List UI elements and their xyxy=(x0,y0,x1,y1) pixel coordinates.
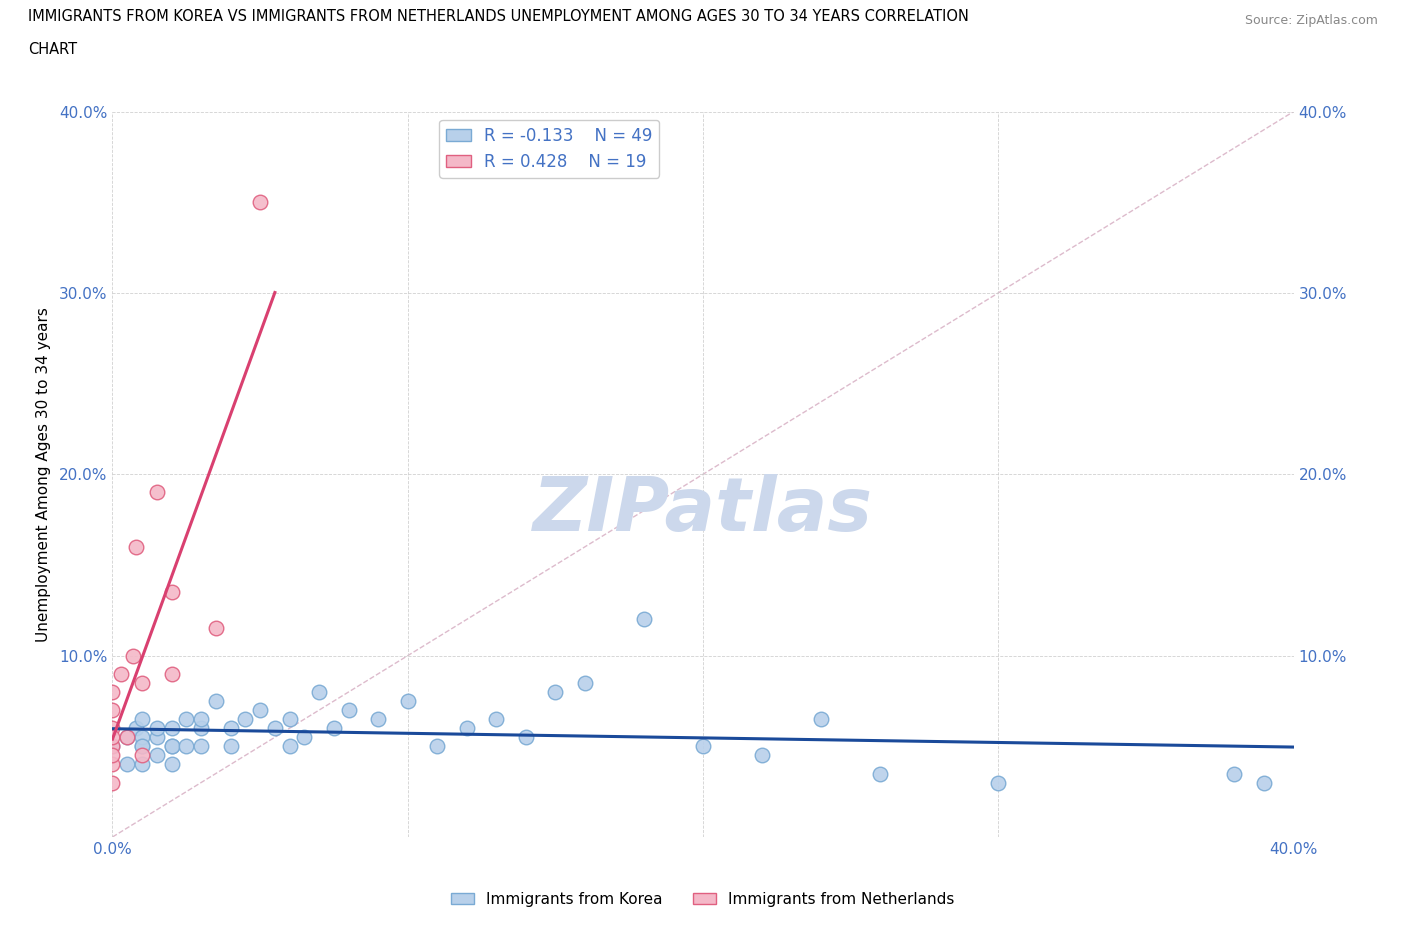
Point xyxy=(278,738,301,753)
Point xyxy=(101,738,124,753)
Point xyxy=(205,621,228,636)
Legend: Immigrants from Korea, Immigrants from Netherlands: Immigrants from Korea, Immigrants from N… xyxy=(446,886,960,913)
Point xyxy=(160,721,183,736)
Point xyxy=(337,703,360,718)
Legend: R = -0.133    N = 49, R = 0.428    N = 19: R = -0.133 N = 49, R = 0.428 N = 19 xyxy=(440,120,659,178)
Point xyxy=(125,539,148,554)
Point xyxy=(205,694,228,709)
Point xyxy=(544,684,567,699)
Point xyxy=(122,648,145,663)
Point xyxy=(633,612,655,627)
Point xyxy=(160,585,183,600)
Point xyxy=(146,730,169,745)
Point xyxy=(869,766,891,781)
Point xyxy=(146,748,169,763)
Point xyxy=(101,757,124,772)
Point xyxy=(101,748,124,763)
Point xyxy=(160,738,183,753)
Point xyxy=(751,748,773,763)
Point xyxy=(110,666,132,681)
Point xyxy=(249,703,271,718)
Point xyxy=(174,738,197,753)
Point xyxy=(1223,766,1246,781)
Point xyxy=(101,776,124,790)
Point xyxy=(219,738,242,753)
Point xyxy=(117,730,138,745)
Point xyxy=(101,684,124,699)
Point xyxy=(174,711,197,726)
Text: CHART: CHART xyxy=(28,42,77,57)
Point xyxy=(323,721,346,736)
Text: Source: ZipAtlas.com: Source: ZipAtlas.com xyxy=(1244,14,1378,27)
Point xyxy=(190,738,212,753)
Point xyxy=(692,738,714,753)
Point xyxy=(117,730,138,745)
Point xyxy=(117,757,138,772)
Text: IMMIGRANTS FROM KOREA VS IMMIGRANTS FROM NETHERLANDS UNEMPLOYMENT AMONG AGES 30 : IMMIGRANTS FROM KOREA VS IMMIGRANTS FROM… xyxy=(28,9,969,24)
Point xyxy=(190,711,212,726)
Point xyxy=(810,711,832,726)
Point xyxy=(146,485,169,500)
Point xyxy=(190,721,212,736)
Point xyxy=(146,721,169,736)
Point xyxy=(131,738,153,753)
Point xyxy=(131,748,153,763)
Point xyxy=(987,776,1010,790)
Point xyxy=(367,711,389,726)
Y-axis label: Unemployment Among Ages 30 to 34 years: Unemployment Among Ages 30 to 34 years xyxy=(35,307,51,642)
Point xyxy=(125,721,148,736)
Point xyxy=(219,721,242,736)
Point xyxy=(515,730,537,745)
Point xyxy=(101,730,124,745)
Point xyxy=(160,666,183,681)
Text: ZIPatlas: ZIPatlas xyxy=(533,474,873,547)
Point xyxy=(308,684,330,699)
Point xyxy=(131,738,153,753)
Point xyxy=(292,730,315,745)
Point xyxy=(264,721,287,736)
Point xyxy=(131,711,153,726)
Point xyxy=(456,721,478,736)
Point xyxy=(160,738,183,753)
Point xyxy=(101,703,124,718)
Point xyxy=(278,711,301,726)
Point xyxy=(574,675,596,690)
Point xyxy=(131,757,153,772)
Point xyxy=(485,711,508,726)
Point xyxy=(101,721,124,736)
Point xyxy=(396,694,419,709)
Point xyxy=(426,738,449,753)
Point xyxy=(101,738,124,753)
Point xyxy=(160,757,183,772)
Point xyxy=(131,730,153,745)
Point xyxy=(249,195,271,210)
Point xyxy=(233,711,256,726)
Point xyxy=(131,675,153,690)
Point xyxy=(1253,776,1275,790)
